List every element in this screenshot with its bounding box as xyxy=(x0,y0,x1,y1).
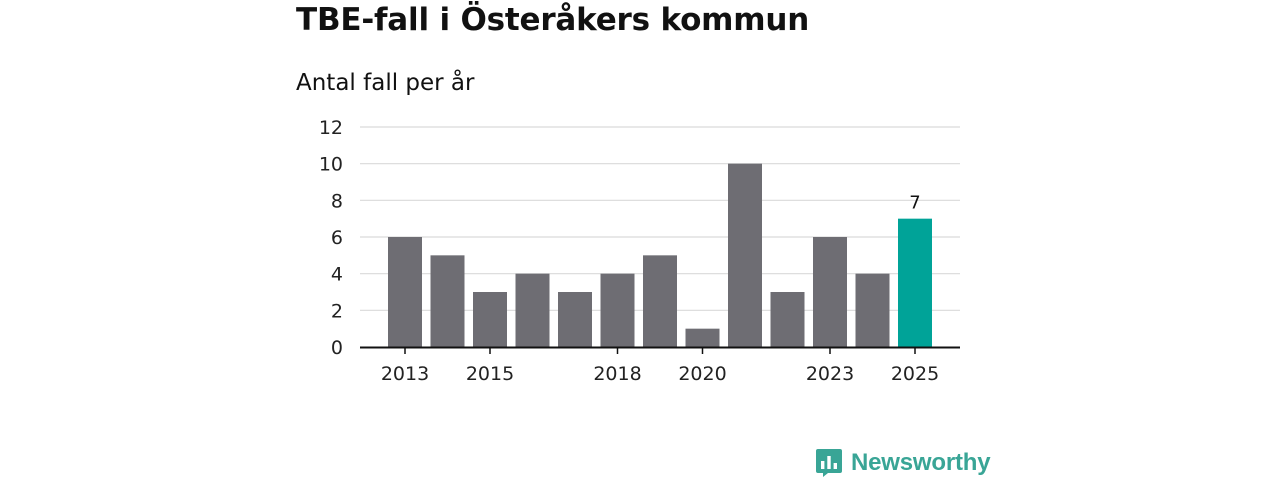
bars xyxy=(388,163,932,347)
labels: 0 2 4 6 8 10 12 7 2013 2015 2018 2020 2023 2025 xyxy=(319,117,939,385)
bar-2013 xyxy=(388,237,422,347)
x-tick-label-2023: 2023 xyxy=(806,363,854,385)
bar-2024 xyxy=(855,273,890,347)
newsworthy-brand: Newsworthy xyxy=(815,446,991,480)
chart-subtitle: Antal fall per år xyxy=(296,70,475,96)
bar-2025 xyxy=(898,218,932,347)
bar-2015 xyxy=(473,292,507,347)
chart-title: TBE-fall i Österåkers kommun xyxy=(296,2,810,38)
x-tick-label-2018: 2018 xyxy=(593,363,641,385)
x-tick-label-2013: 2013 xyxy=(381,363,429,385)
y-tick-label-4: 4 xyxy=(331,264,343,286)
bar-2020 xyxy=(685,328,720,347)
y-tick-label-10: 10 xyxy=(319,154,343,176)
y-tick-label-0: 0 xyxy=(331,337,343,359)
x-tick-label-2025: 2025 xyxy=(891,363,939,385)
bar-2022 xyxy=(770,292,805,347)
bar-2016 xyxy=(515,273,550,347)
y-tick-label-2: 2 xyxy=(331,300,343,322)
bar-2017 xyxy=(558,292,592,347)
bar-2014 xyxy=(430,255,465,347)
x-tick-label-2015: 2015 xyxy=(466,363,514,385)
bar-2021 xyxy=(728,163,762,347)
bar-2019 xyxy=(643,255,677,347)
y-tick-label-8: 8 xyxy=(331,190,343,212)
y-tick-label-6: 6 xyxy=(331,227,343,249)
data-label-2025: 7 xyxy=(909,193,920,214)
newsworthy-logo-icon xyxy=(816,449,842,477)
axes xyxy=(360,346,960,354)
y-tick-label-12: 12 xyxy=(319,117,343,139)
bar-2023 xyxy=(813,237,847,347)
x-tick-label-2020: 2020 xyxy=(678,363,726,385)
bar-2018 xyxy=(600,273,635,347)
brand-name: Newsworthy xyxy=(851,449,991,476)
